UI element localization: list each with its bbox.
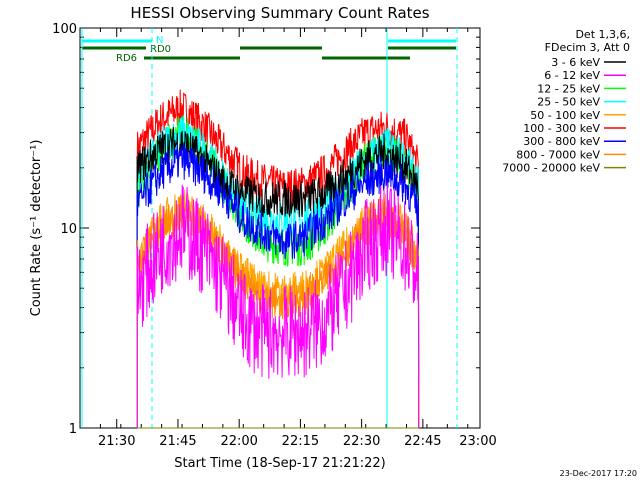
legend-entry-label: 300 - 800 keV: [523, 135, 600, 148]
flag-rd6-label: RD6: [116, 53, 137, 64]
y-tick-label: 100: [52, 22, 77, 37]
plot-frame: [79, 27, 481, 429]
legend-entry-label: 12 - 25 keV: [537, 82, 600, 95]
series-line: [136, 182, 420, 429]
legend-entry-label: 100 - 300 keV: [523, 122, 600, 135]
x-axis-ticks: 21:30 21:45 22:00 22:15 22:30 22:45 23:00: [79, 28, 497, 449]
flag-rd0-label: RD0: [150, 44, 171, 55]
y-axis-label: Count Rate (s⁻¹ detector⁻¹): [29, 140, 44, 317]
legend-header-2: FDecim 3, Att 0: [545, 41, 630, 54]
x-tick-label: 23:00: [459, 434, 496, 449]
y-tick-label: 1: [69, 422, 77, 437]
chart-title: HESSI Observing Summary Count Rates: [130, 4, 429, 22]
legend-header-1: Det 1,3,6,: [575, 28, 630, 41]
series-group: [136, 89, 420, 429]
y-tick-label: 10: [60, 222, 77, 237]
flag-n-label: N: [156, 35, 163, 46]
series-line: [136, 116, 420, 429]
x-tick-label: 22:15: [282, 434, 319, 449]
x-tick-label: 22:30: [343, 434, 380, 449]
legend-entry-label: 50 - 100 keV: [530, 109, 600, 122]
footer-date: 23-Dec-2017 17:20: [560, 469, 637, 478]
flag-bars: N RD0 RD6: [82, 35, 456, 64]
x-tick-label: 22:45: [404, 434, 441, 449]
legend-entry-label: 3 - 6 keV: [551, 56, 600, 69]
legend-entry-label: 6 - 12 keV: [544, 69, 600, 82]
legend-entry-label: 7000 - 20000 keV: [502, 162, 600, 175]
legend-entry-label: 800 - 7000 keV: [516, 148, 600, 161]
x-axis-label: Start Time (18-Sep-17 21:21:22): [174, 456, 385, 471]
x-tick-label: 21:30: [98, 434, 135, 449]
legend-entry-label: 25 - 50 keV: [537, 96, 600, 109]
x-tick-label: 22:00: [220, 434, 257, 449]
series-line: [136, 143, 420, 429]
series-line: [136, 89, 420, 429]
x-tick-label: 21:45: [159, 434, 196, 449]
